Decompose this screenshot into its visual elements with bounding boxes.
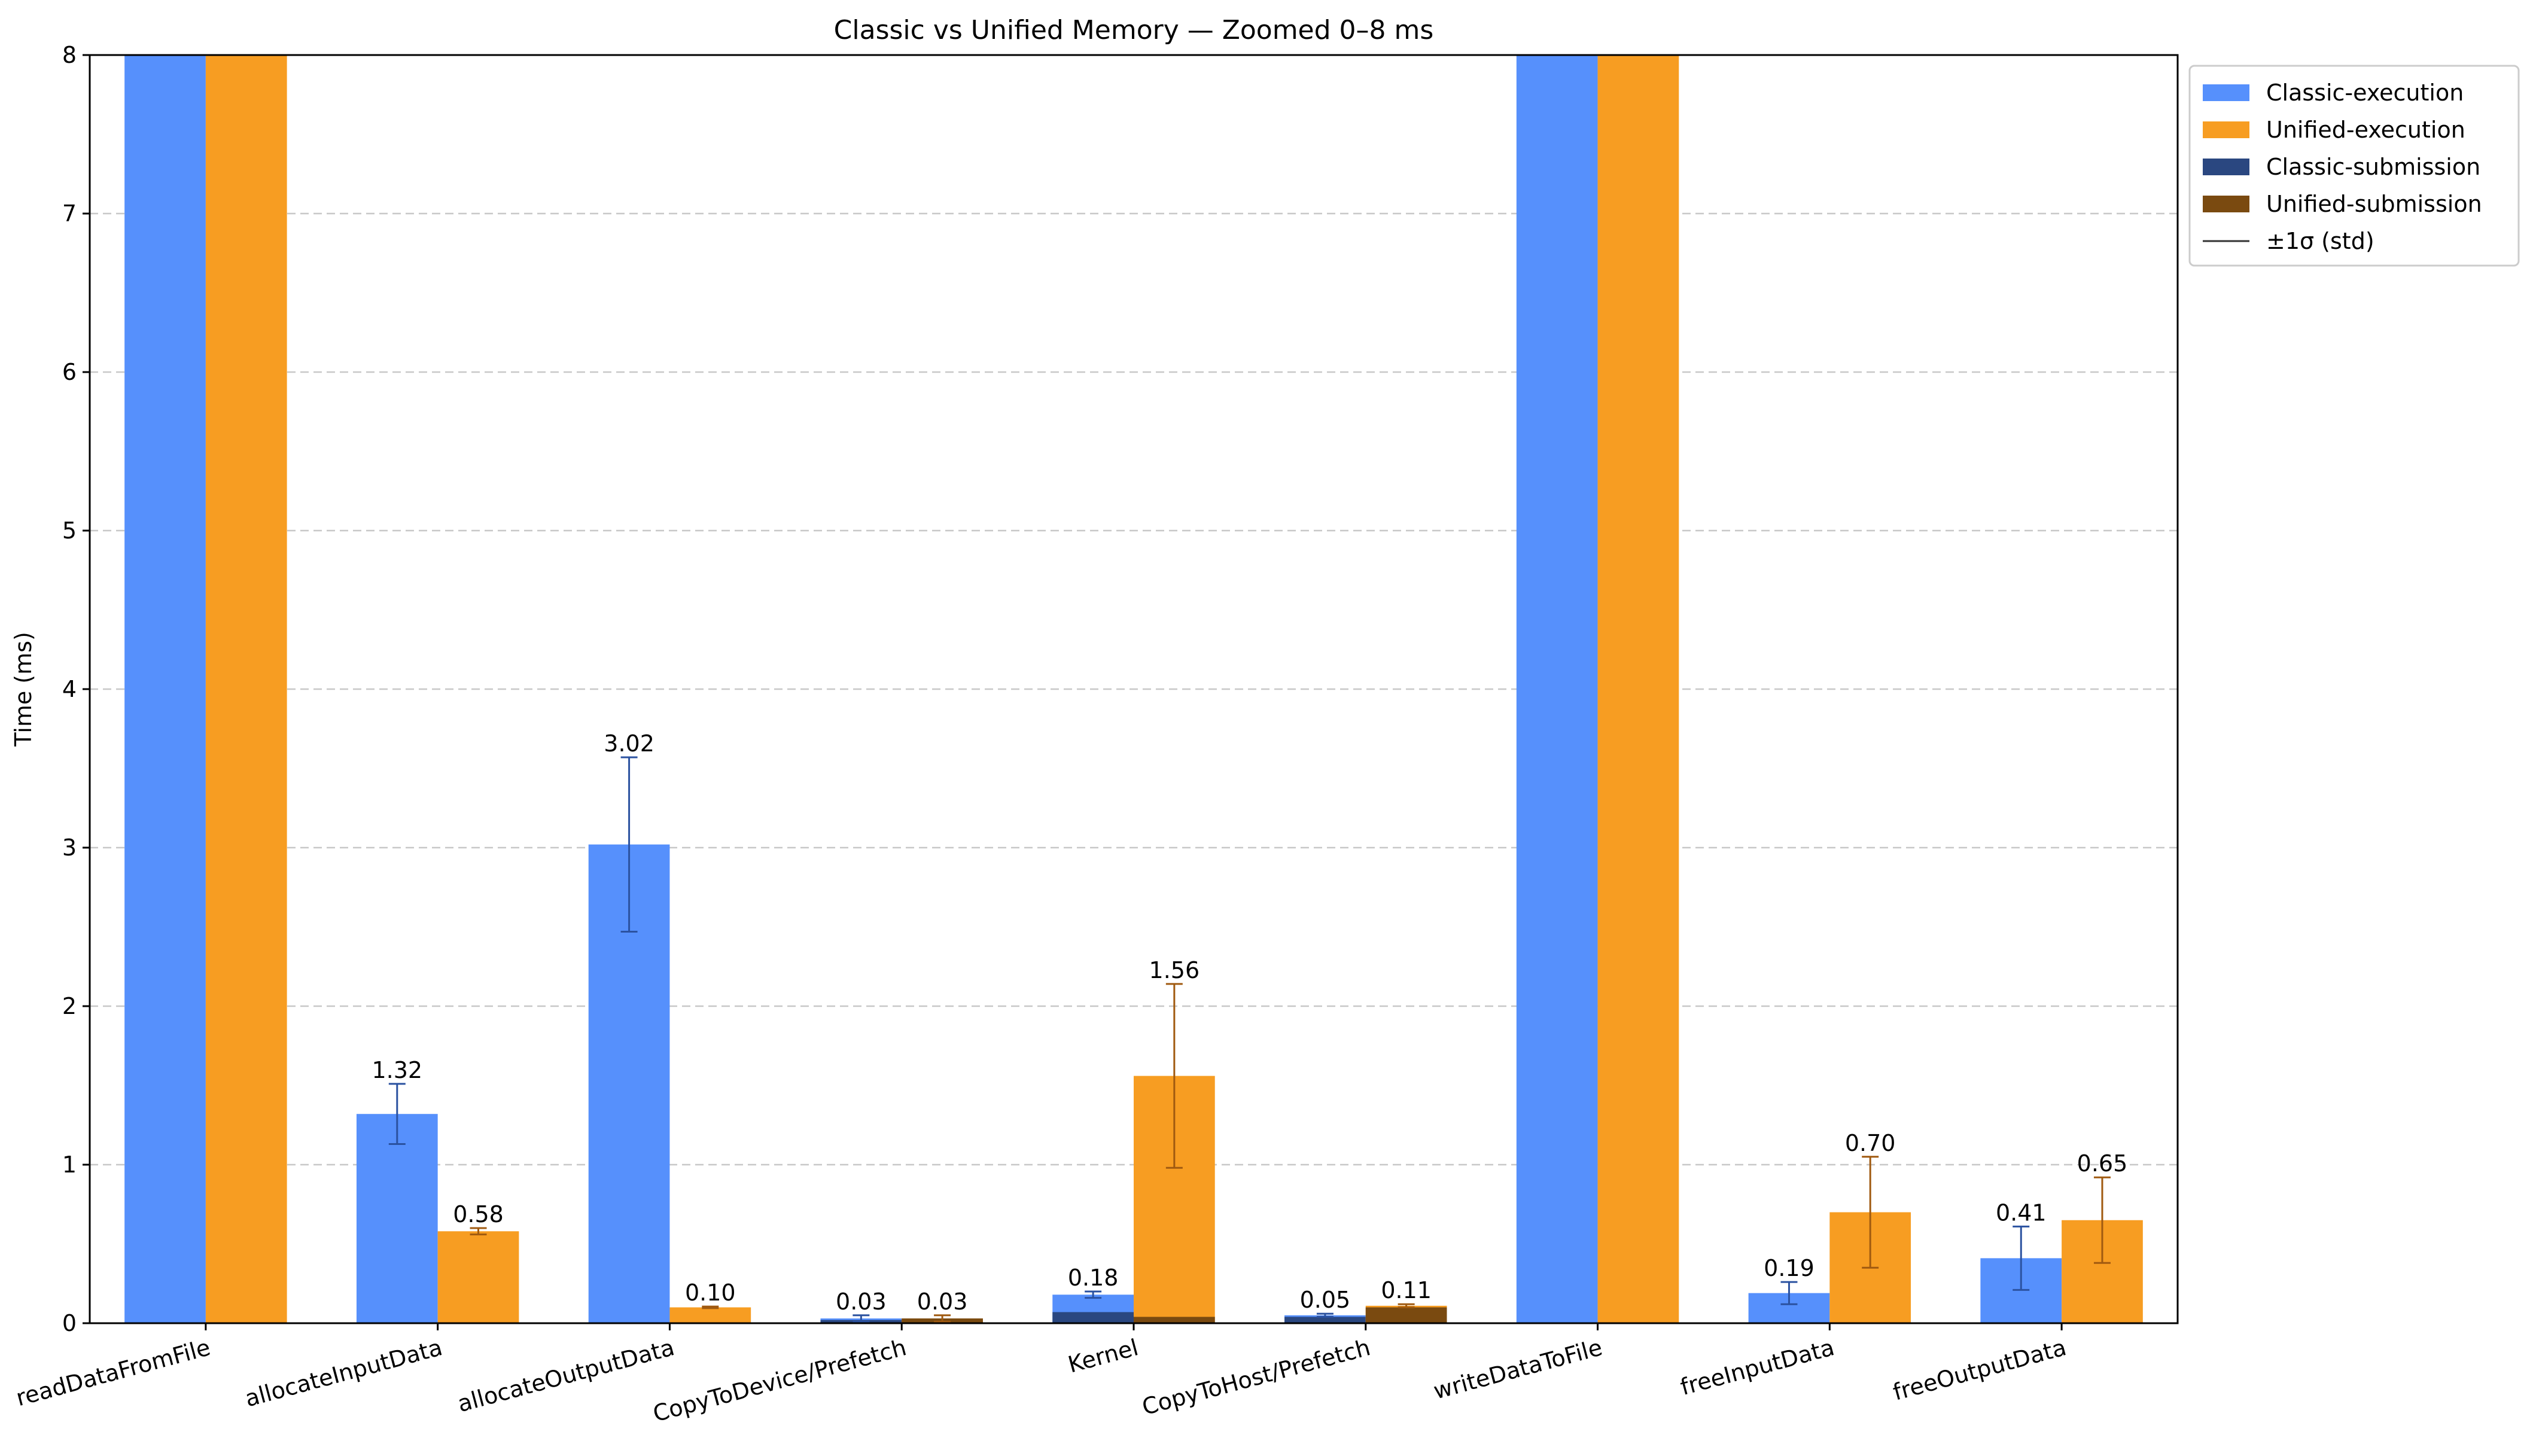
x-tick-label: CopyToHost/Prefetch [1139,1334,1373,1420]
y-tick-label: 5 [62,517,77,544]
data-label: 0.70 [1845,1130,1896,1156]
bar-classic-submission [1284,1317,1366,1323]
legend-label: Classic-execution [2266,80,2464,106]
error-bar [853,1314,870,1323]
chart-title: Classic vs Unified Memory — Zoomed 0–8 m… [834,15,1434,45]
y-tick-label: 2 [62,993,77,1019]
legend-label: Classic-submission [2266,154,2480,180]
error-bar [1780,1281,1798,1305]
legend-swatch [2203,159,2249,175]
x-tick-label: CopyToDevice/Prefetch [650,1334,909,1427]
legend-label: Unified-submission [2266,191,2482,217]
y-tick-label: 1 [62,1152,77,1178]
bars [124,55,2143,1323]
data-label: 1.56 [1149,957,1200,983]
axes: 0 1 2 3 4 5 6 7 8 readDataFromFile allocateInputDa… [13,42,2069,1427]
y-tick-label: 4 [62,676,77,702]
error-bar [1862,1156,1879,1269]
legend-swatch [2203,84,2249,101]
error-bar [1165,983,1183,1169]
bar-unified-execution [205,55,287,1323]
bar-unified-execution [1597,55,1679,1323]
x-tick-label: freeOutputData [1890,1334,2069,1406]
error-bar [2093,1176,2111,1264]
data-label: 0.58 [453,1201,504,1227]
bar-classic-execution [124,55,206,1323]
legend-label: ±1σ (std) [2266,228,2374,254]
legend-swatch [2203,196,2249,212]
data-label: 0.41 [1996,1199,2047,1226]
x-tick-label: freeInputData [1677,1334,1837,1400]
bar-unified-execution [669,1307,751,1323]
error-bar [1398,1303,1415,1308]
y-tick-label: 8 [62,42,77,68]
y-tick-label: 6 [62,359,77,385]
legend-box [2188,65,2520,267]
y-tick-label: 3 [62,834,77,861]
x-tick-label: allocateOutputData [455,1334,677,1417]
y-axis-label: Time (ms) [10,632,36,747]
data-label: 3.02 [604,730,654,757]
error-bar [1316,1312,1334,1318]
data-label: 0.03 [917,1289,968,1315]
error-bar [2013,1225,2030,1291]
data-labels: 1.32 0.58 3.02 0.10 0.03 0.03 0.18 1.56 0.05 0.11… [372,730,2128,1315]
error-bar [388,1083,406,1146]
x-tick-label: writeDataToFile [1430,1334,1605,1405]
data-label: 0.03 [836,1289,887,1315]
error-bar [702,1305,719,1309]
x-tick-label: allocateInputData [242,1334,445,1412]
bar-unified-submission [1134,1317,1215,1323]
data-label: 0.11 [1381,1277,1432,1303]
error-bar [934,1314,951,1323]
data-label: 0.18 [1068,1265,1119,1291]
error-bar [1085,1290,1102,1299]
bar-classic-execution [1516,55,1598,1323]
x-tick-label: readDataFromFile [13,1334,213,1411]
data-label: 0.65 [2077,1150,2128,1177]
bar-unified-execution [437,1231,519,1323]
data-label: 0.05 [1300,1287,1351,1313]
error-bars [388,756,2111,1323]
x-tick-label: Kernel [1065,1334,1141,1378]
data-label: 1.32 [372,1057,423,1083]
grid-lines [90,212,2178,1166]
bar-unified-submission [1365,1307,1447,1323]
legend: Classic-execution Unified-execution Classi… [2188,65,2520,267]
legend-swatch [2203,121,2249,138]
data-label: 0.10 [685,1280,736,1306]
error-bar [620,756,638,933]
y-tick-label: 7 [62,200,77,227]
bar-classic-execution [356,1114,438,1323]
bar-classic-submission [1052,1312,1134,1323]
y-tick-label: 0 [62,1310,77,1336]
legend-label: Unified-execution [2266,117,2465,143]
data-label: 0.19 [1764,1255,1814,1281]
error-bar [470,1227,487,1236]
